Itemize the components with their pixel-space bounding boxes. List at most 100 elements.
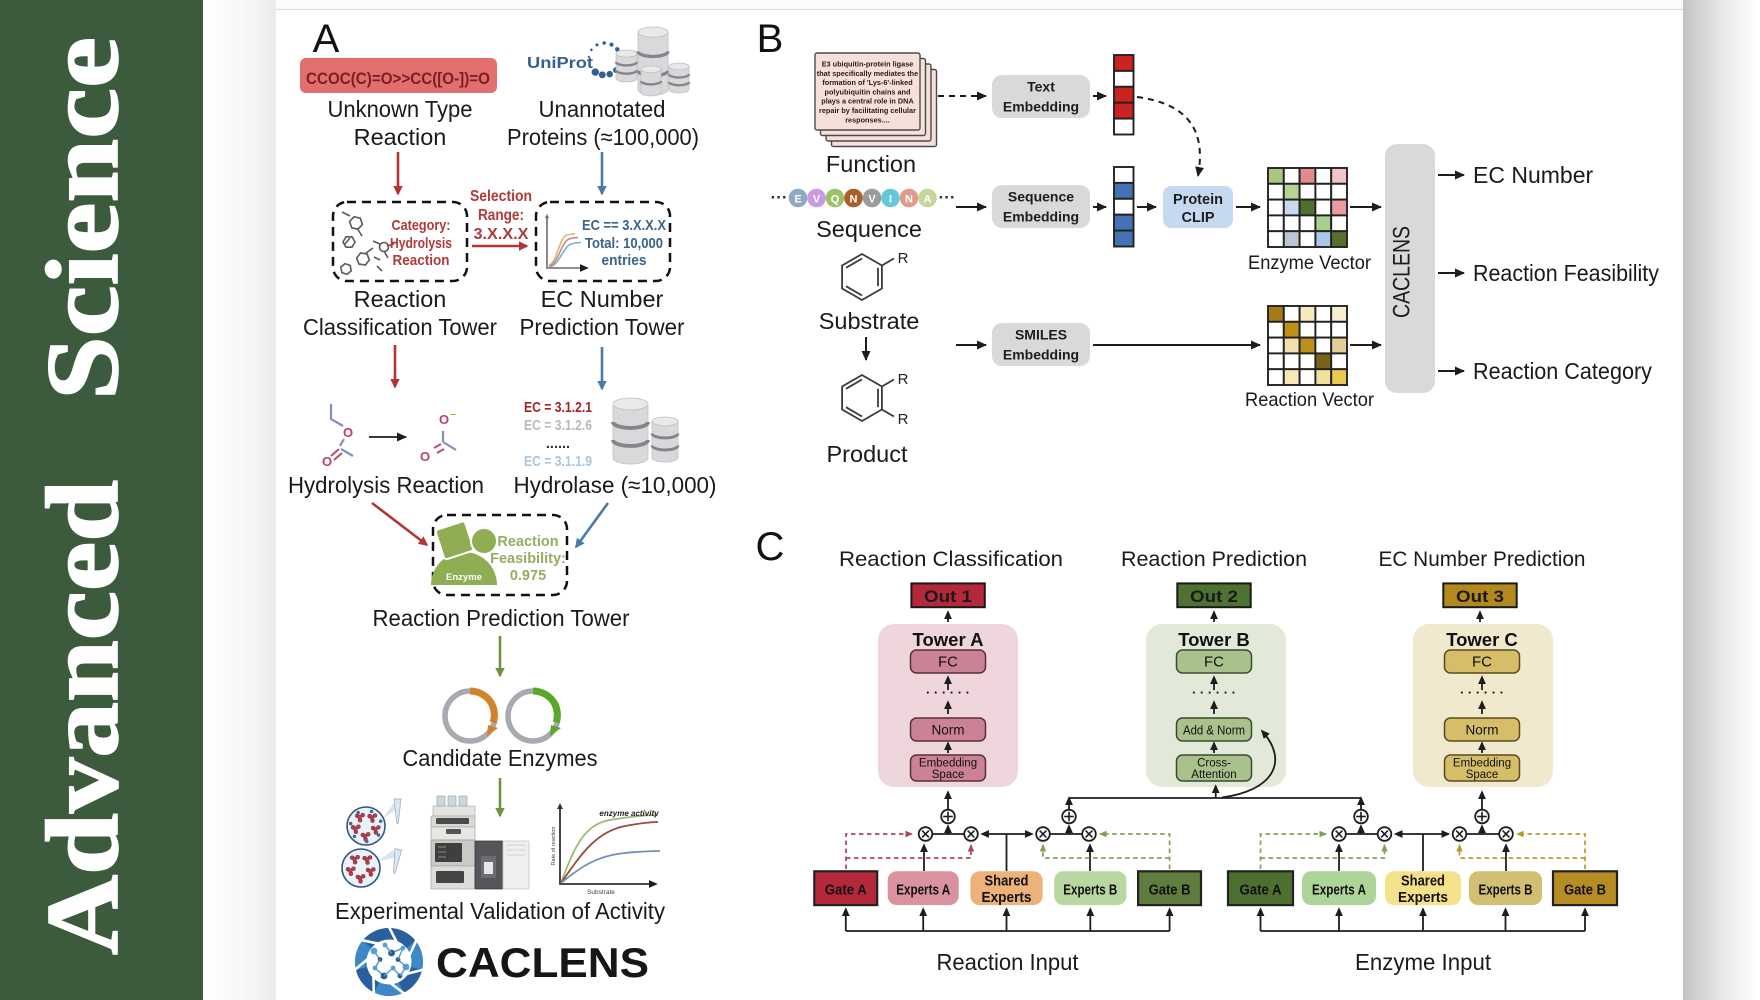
- svg-text:Function: Function: [826, 151, 916, 177]
- svg-text:O: O: [439, 412, 449, 427]
- svg-text:EC Number: EC Number: [541, 286, 664, 312]
- svg-text:V: V: [868, 194, 876, 206]
- svg-text:3.X.X.X: 3.X.X.X: [474, 226, 529, 243]
- svg-text:Reaction: Reaction: [497, 534, 558, 550]
- svg-text:B: B: [757, 17, 784, 61]
- svg-text:Gate A: Gate A: [825, 883, 867, 899]
- svg-text:Shared: Shared: [985, 874, 1029, 890]
- svg-text:UniProt: UniProt: [527, 55, 593, 72]
- svg-text:Enzyme Vector: Enzyme Vector: [1248, 252, 1371, 274]
- svg-text:O: O: [420, 449, 430, 464]
- svg-text:R: R: [898, 371, 909, 388]
- svg-text:CCOC(C)=O>>CC([O-])=O: CCOC(C)=O>>CC([O-])=O: [306, 69, 490, 88]
- svg-text:Out 1: Out 1: [924, 587, 972, 606]
- svg-text:Total: 10,000: Total: 10,000: [585, 235, 663, 252]
- svg-text:Product: Product: [827, 441, 908, 467]
- svg-text:Reaction Vector: Reaction Vector: [1245, 389, 1374, 411]
- svg-text:Experts A: Experts A: [1312, 883, 1366, 899]
- svg-text:Embedding: Embedding: [1003, 99, 1079, 115]
- svg-text:......: ......: [546, 436, 570, 452]
- svg-text:N: N: [905, 194, 913, 206]
- svg-text:R: R: [898, 411, 909, 428]
- svg-text:···: ···: [939, 188, 956, 207]
- svg-text:Attention: Attention: [1191, 769, 1236, 781]
- svg-text:Substrate: Substrate: [587, 889, 615, 896]
- svg-text:Reaction Classification: Reaction Classification: [839, 547, 1063, 571]
- svg-text:O: O: [343, 425, 353, 440]
- svg-text:· · · · · ·: · · · · · ·: [1460, 685, 1504, 700]
- svg-text:N: N: [850, 194, 858, 206]
- svg-text:· · · · · ·: · · · · · ·: [1192, 685, 1236, 700]
- svg-text:Unannotated: Unannotated: [539, 96, 666, 122]
- svg-text:Embedding: Embedding: [1003, 209, 1079, 225]
- svg-text:CLIP: CLIP: [1181, 210, 1214, 226]
- svg-text:Norm: Norm: [932, 723, 965, 738]
- svg-text:Reaction Category: Reaction Category: [1473, 358, 1652, 384]
- svg-text:EC Number Prediction: EC Number Prediction: [1379, 547, 1586, 571]
- svg-text:···: ···: [771, 188, 788, 207]
- svg-text:FC: FC: [1472, 654, 1492, 671]
- svg-text:plays a central role in DNA: plays a central role in DNA: [821, 97, 914, 106]
- svg-text:Reaction Feasibility: Reaction Feasibility: [1473, 260, 1659, 286]
- svg-text:Experts B: Experts B: [1063, 883, 1117, 899]
- svg-text:Reaction: Reaction: [393, 252, 450, 269]
- svg-text:Protein: Protein: [1173, 192, 1223, 208]
- svg-text:FC: FC: [938, 654, 958, 671]
- svg-text:Tower C: Tower C: [1446, 629, 1518, 650]
- svg-text:Reaction: Reaction: [354, 124, 447, 150]
- svg-text:Prediction Tower: Prediction Tower: [520, 314, 685, 340]
- svg-text:EC = 3.1.2.6: EC = 3.1.2.6: [524, 418, 592, 434]
- svg-text:Add & Norm: Add & Norm: [1183, 723, 1245, 738]
- svg-text:Advanced: Advanced: [26, 480, 140, 955]
- svg-text:Classification Tower: Classification Tower: [303, 314, 497, 340]
- svg-text:CACLENS: CACLENS: [436, 939, 649, 986]
- svg-text:Cross-: Cross-: [1197, 758, 1231, 770]
- svg-text:E3 ubiquitin-protein ligase: E3 ubiquitin-protein ligase: [822, 60, 914, 69]
- svg-text:R: R: [898, 250, 909, 267]
- svg-text:repair by facilitating cellula: repair by facilitating cellular: [819, 106, 916, 115]
- svg-text:Rate of reaction: Rate of reaction: [551, 827, 557, 866]
- svg-text:Gate A: Gate A: [1240, 883, 1282, 899]
- svg-text:Reaction Prediction Tower: Reaction Prediction Tower: [373, 605, 630, 631]
- svg-text:–: –: [450, 409, 456, 420]
- svg-text:Feasibility:: Feasibility:: [490, 551, 566, 567]
- svg-text:entries: entries: [602, 252, 647, 269]
- svg-text:Proteins (≈100,000): Proteins (≈100,000): [507, 124, 699, 150]
- svg-text:0.975: 0.975: [510, 568, 546, 584]
- svg-text:that specifically mediates the: that specifically mediates the: [817, 69, 918, 78]
- svg-text:enzyme activity: enzyme activity: [599, 809, 659, 818]
- svg-text:responses....: responses....: [845, 115, 890, 124]
- svg-text:Experts B: Experts B: [1479, 883, 1533, 899]
- svg-text:Experimental Validation of Act: Experimental Validation of Activity: [335, 898, 665, 924]
- svg-text:EC == 3.X.X.X: EC == 3.X.X.X: [582, 217, 666, 234]
- svg-text:A: A: [313, 17, 340, 61]
- svg-text:I: I: [889, 194, 892, 206]
- svg-text:Hydrolase (≈10,000): Hydrolase (≈10,000): [514, 472, 717, 498]
- svg-text:EC = 3.1.1.9: EC = 3.1.1.9: [524, 454, 592, 470]
- svg-text:Tower B: Tower B: [1178, 629, 1250, 650]
- svg-text:Range:: Range:: [478, 207, 524, 224]
- svg-text:Space: Space: [1466, 769, 1499, 781]
- svg-text:Candidate Enzymes: Candidate Enzymes: [403, 745, 598, 771]
- svg-text:Reaction Input: Reaction Input: [937, 949, 1079, 975]
- svg-text:Gate B: Gate B: [1149, 883, 1191, 899]
- svg-text:C: C: [756, 525, 785, 569]
- svg-text:Sequence: Sequence: [1008, 189, 1074, 205]
- svg-text:formation of 'Lys-6'-linked: formation of 'Lys-6'-linked: [822, 78, 912, 87]
- svg-text:polyubiquitin chains and: polyubiquitin chains and: [825, 87, 911, 96]
- svg-text:Norm: Norm: [1466, 723, 1499, 738]
- svg-text:Substrate: Substrate: [819, 308, 920, 334]
- svg-text:FC: FC: [1204, 654, 1224, 671]
- svg-text:EC Number: EC Number: [1473, 162, 1593, 188]
- svg-text:E: E: [794, 194, 801, 206]
- svg-text:Text: Text: [1027, 79, 1055, 95]
- svg-text:Science: Science: [26, 37, 140, 400]
- svg-text:Category:: Category:: [392, 217, 451, 234]
- svg-text:Hydrolysis Reaction: Hydrolysis Reaction: [288, 472, 484, 498]
- svg-text:CACLENS: CACLENS: [1389, 226, 1416, 318]
- svg-text:Experts: Experts: [1398, 890, 1448, 906]
- svg-text:Out 3: Out 3: [1456, 587, 1504, 606]
- svg-text:Sequence: Sequence: [816, 216, 922, 242]
- svg-text:O: O: [322, 454, 332, 469]
- svg-text:Reaction Prediction: Reaction Prediction: [1121, 547, 1307, 571]
